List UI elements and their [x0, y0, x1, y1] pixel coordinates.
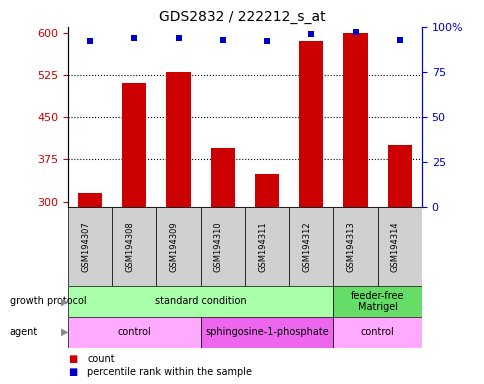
Text: GSM194310: GSM194310 [213, 222, 222, 272]
Bar [68, 207, 112, 286]
Bar [166, 72, 190, 207]
Bar [288, 207, 333, 286]
Bar [333, 207, 377, 286]
Text: control: control [117, 327, 151, 337]
Text: GDS2832 / 222212_s_at: GDS2832 / 222212_s_at [159, 10, 325, 24]
Text: GSM194308: GSM194308 [125, 221, 134, 272]
Bar [387, 145, 411, 207]
Bar [210, 148, 234, 207]
Text: GSM194307: GSM194307 [81, 221, 90, 272]
Text: GSM194309: GSM194309 [169, 222, 178, 272]
Text: GSM194311: GSM194311 [257, 222, 267, 272]
Text: GSM194313: GSM194313 [346, 221, 355, 272]
Bar [377, 207, 421, 286]
Bar [244, 207, 288, 286]
Bar [200, 317, 333, 348]
Text: agent: agent [10, 327, 38, 337]
Bar [122, 83, 146, 207]
Bar [78, 193, 102, 207]
Text: growth protocol: growth protocol [10, 296, 86, 306]
Bar [333, 286, 421, 317]
Text: sphingosine-1-phosphate: sphingosine-1-phosphate [205, 327, 328, 337]
Bar [156, 207, 200, 286]
Bar [343, 33, 367, 207]
Text: ▶: ▶ [60, 296, 68, 306]
Text: GSM194312: GSM194312 [302, 222, 311, 272]
Text: ▶: ▶ [60, 327, 68, 337]
Bar [299, 41, 323, 207]
Bar [200, 207, 244, 286]
Text: ■: ■ [68, 354, 77, 364]
Text: ■: ■ [68, 367, 77, 377]
Bar [112, 207, 156, 286]
Text: control: control [360, 327, 394, 337]
Bar [68, 317, 200, 348]
Text: percentile rank within the sample: percentile rank within the sample [87, 367, 252, 377]
Bar [333, 317, 421, 348]
Bar [255, 174, 279, 207]
Text: count: count [87, 354, 115, 364]
Bar [68, 286, 333, 317]
Text: feeder-free
Matrigel: feeder-free Matrigel [350, 291, 404, 312]
Text: standard condition: standard condition [154, 296, 246, 306]
Text: GSM194314: GSM194314 [390, 222, 399, 272]
